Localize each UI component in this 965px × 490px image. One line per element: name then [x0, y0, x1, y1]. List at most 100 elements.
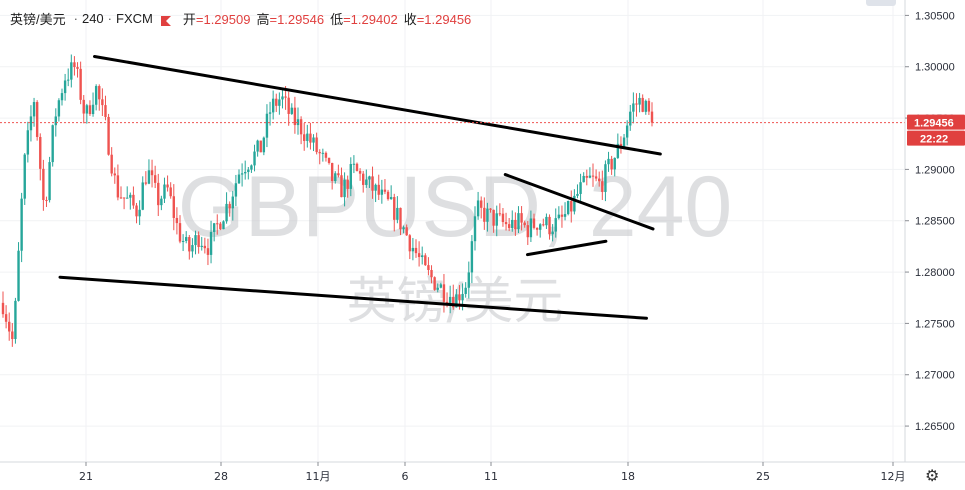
candle-body — [85, 105, 89, 114]
candle-body — [641, 97, 644, 112]
price-tick-label: 1.27500 — [915, 318, 955, 330]
candle-body — [514, 219, 517, 230]
candle-body — [517, 213, 520, 230]
candle-body — [191, 245, 194, 252]
candle-body — [483, 207, 486, 222]
candle-body — [542, 224, 545, 226]
candle-body — [188, 237, 191, 252]
candle-body — [548, 216, 551, 235]
price-tick-label: 1.30000 — [915, 62, 955, 74]
candle-body — [222, 221, 225, 230]
watermark-symbol: GBPUSD, 240 — [178, 159, 732, 255]
candle-body — [467, 272, 470, 288]
candle-body — [480, 200, 483, 208]
candle-body — [82, 99, 85, 114]
candle-body — [8, 321, 11, 332]
candle-body — [32, 102, 36, 117]
candle-body — [287, 97, 290, 114]
candle-body — [281, 96, 284, 100]
price-axis[interactable]: 1.305001.300001.295001.290001.285001.280… — [904, 0, 955, 462]
candle-body — [135, 205, 138, 217]
candle-body — [393, 197, 396, 220]
candle-body — [14, 300, 17, 340]
candle-body — [644, 100, 647, 112]
candle-body — [498, 213, 502, 215]
candle-body — [566, 200, 570, 215]
candle-body — [79, 68, 82, 100]
price-tick-label: 1.27000 — [915, 370, 955, 382]
candle-body — [172, 196, 175, 218]
gear-icon[interactable]: ⚙ — [925, 468, 940, 485]
candle-body — [327, 157, 331, 163]
time-tick-label: 11 — [484, 470, 498, 483]
candle-body — [389, 197, 393, 200]
candle-body — [88, 105, 92, 115]
candle-body — [231, 196, 234, 209]
candle-body — [576, 193, 579, 196]
candle-body — [445, 301, 449, 304]
candle-body — [582, 175, 585, 183]
candle-body — [107, 116, 110, 155]
candle-body — [539, 224, 542, 230]
candle-body — [67, 79, 70, 81]
last-price-value: 1.29456 — [914, 118, 954, 130]
candle-body — [312, 137, 315, 143]
legend-header: 英镑/美元 · 240 · FXCM 开=1.29509 高=1.29546 低… — [10, 9, 477, 28]
price-tick-label: 1.28500 — [915, 216, 955, 228]
candle-body — [296, 119, 300, 126]
candle-body — [141, 182, 144, 210]
candle-body — [551, 231, 554, 235]
candle-body — [421, 255, 424, 258]
countdown-value: 22:22 — [920, 134, 948, 146]
candle-body — [433, 277, 436, 290]
candle-body — [408, 235, 411, 252]
price-tick-label: 1.26500 — [915, 421, 955, 433]
candle-body — [610, 158, 613, 170]
candle-body — [303, 134, 306, 141]
candle-body — [442, 284, 446, 302]
candle-body — [529, 218, 533, 238]
candle-body — [113, 173, 116, 176]
candle-body — [63, 80, 67, 94]
candle-body — [321, 152, 325, 154]
candle-body — [374, 184, 377, 191]
countdown-tag-bg — [907, 130, 965, 146]
candle-body — [563, 214, 567, 217]
trendline — [58, 275, 648, 320]
candle-body — [598, 178, 601, 182]
candle-body — [455, 294, 458, 308]
candle-body — [545, 216, 548, 226]
candle-body — [42, 168, 45, 200]
candle-body — [439, 284, 443, 288]
candle-body — [570, 200, 573, 212]
candle-body — [194, 235, 197, 246]
candle-body — [110, 154, 113, 174]
candle-body — [430, 269, 433, 278]
candle-body — [585, 175, 588, 178]
time-axis[interactable]: 21 28 11月 6 11 18 25 12月 — [0, 461, 965, 483]
trendline — [92, 54, 662, 156]
candle-body — [57, 100, 61, 117]
candle-body — [573, 195, 576, 212]
candle-body — [178, 223, 182, 242]
candle-body — [511, 219, 514, 229]
candle-body — [240, 173, 244, 175]
candle-body — [436, 287, 439, 290]
candle-body — [147, 170, 151, 184]
interval[interactable]: 240 — [81, 11, 104, 26]
candle-body — [271, 98, 275, 113]
symbol-name[interactable]: 英镑/美元 — [10, 12, 66, 27]
candle-body — [330, 162, 334, 182]
close-value: 收=1.29456 — [403, 12, 472, 27]
candle-body — [334, 173, 337, 182]
candle-body — [501, 213, 505, 223]
candle-body — [399, 207, 402, 230]
candle-body — [265, 113, 269, 138]
candle-body — [629, 111, 632, 126]
toolbar-handle[interactable] — [866, 0, 896, 6]
candle-body — [352, 163, 356, 165]
candle-body — [377, 184, 380, 195]
flag-icon[interactable] — [160, 14, 171, 26]
candle-body — [293, 107, 297, 126]
time-tick-label: 28 — [214, 470, 228, 483]
